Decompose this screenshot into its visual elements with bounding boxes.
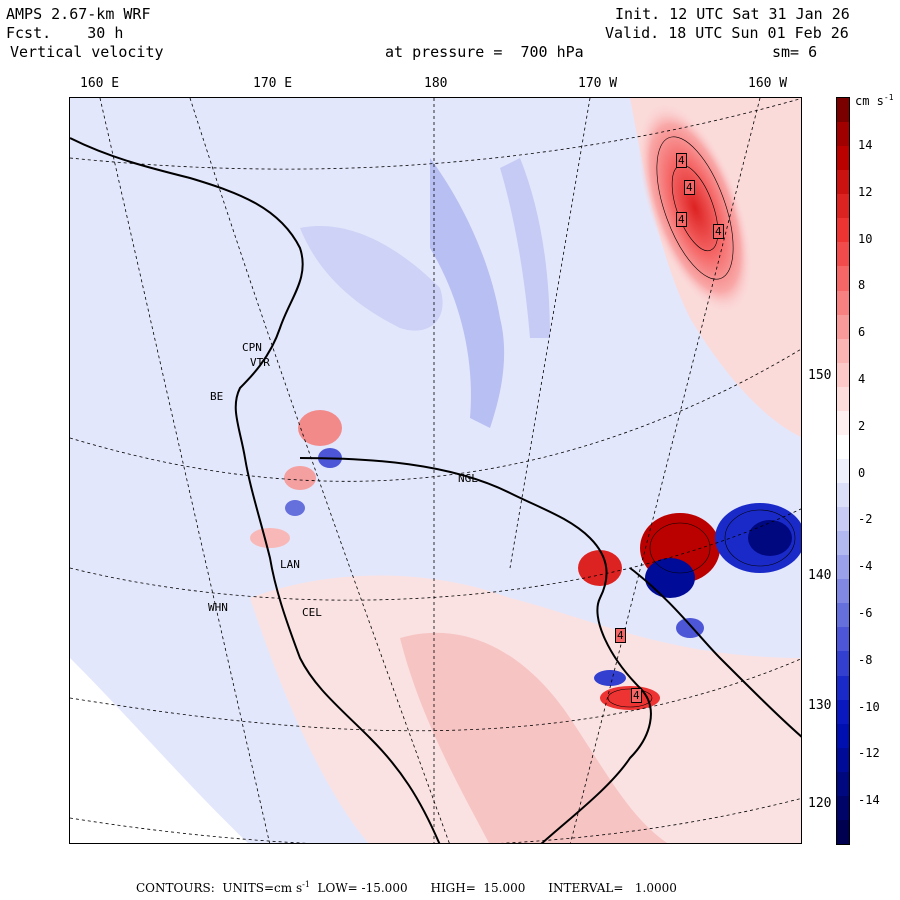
colorbar-segment [837, 146, 849, 171]
coastline [70, 137, 801, 843]
map-panel[interactable]: 4 4 4 4 4 4 CPN VTR BE NGL LAN WHN CEL [69, 97, 802, 844]
vertical-velocity-field [70, 98, 801, 843]
colorbar-tick-label: 2 [858, 418, 866, 433]
field-name: Vertical velocity [10, 43, 164, 61]
colorbar-segment [837, 507, 849, 532]
colorbar-segment [837, 218, 849, 243]
colorbar-segment [837, 98, 849, 123]
colorbar-tick-label: -12 [858, 746, 880, 761]
colorbar-segment [837, 194, 849, 219]
colorbar-segment [837, 362, 849, 388]
graticule [70, 98, 801, 843]
station-cel: CEL [302, 606, 322, 619]
station-ngl: NGL [458, 472, 478, 485]
colorbar-segment [837, 458, 849, 484]
colorbar-tick-label: 14 [858, 138, 873, 152]
colorbar-segment [837, 699, 849, 725]
colorbar-tick-label: 10 [858, 231, 873, 246]
colorbar-tick-label: 12 [858, 184, 873, 199]
colorbar-segment [837, 723, 849, 749]
lon-label: 160 W [748, 76, 788, 91]
colorbar-segment [837, 314, 849, 340]
contour-label: 4 [684, 180, 695, 195]
colorbar-tick-label: 0 [858, 465, 866, 480]
colorbar-segment [837, 627, 849, 652]
contour-label: 4 [631, 688, 642, 703]
lon-label: 160 E [80, 76, 120, 91]
lon-label: 180 [424, 76, 448, 91]
colorbar-segment [837, 531, 849, 556]
colorbar [836, 97, 850, 845]
colorbar-segment [837, 170, 849, 195]
colorbar-segment [837, 675, 849, 701]
station-cpn: CPN [242, 341, 262, 354]
smoothing: sm= 6 [772, 43, 818, 61]
colorbar-segment [837, 579, 849, 604]
colorbar-segment [837, 242, 849, 267]
colorbar-tick-label: -10 [858, 699, 880, 714]
contour-label: 4 [615, 628, 626, 643]
colorbar-tick-label: -2 [858, 512, 873, 527]
contour-label: 4 [713, 224, 724, 239]
colorbar-tick-label: 4 [858, 372, 866, 386]
contour-label: 4 [676, 153, 687, 168]
colorbar-segment [837, 555, 849, 580]
colorbar-segment [837, 651, 849, 677]
colorbar-segment [837, 122, 849, 147]
colorbar-segment [837, 266, 849, 291]
colorbar-segment [837, 483, 849, 508]
colorbar-tick-label: 8 [858, 278, 866, 293]
colorbar-segment [837, 290, 849, 316]
contour-label: 4 [676, 212, 687, 227]
colorbar-segment [837, 410, 849, 436]
model-title: AMPS 2.67-km WRF [6, 5, 151, 23]
colorbar-segment [837, 386, 849, 412]
lon-label: 170 W [578, 76, 618, 91]
colorbar-tick-label: -14 [858, 793, 880, 808]
colorbar-segment [837, 434, 849, 460]
colorbar-segment [837, 795, 849, 821]
valid-time: Valid. 18 UTC Sun 01 Feb 26 [605, 24, 849, 42]
pressure-level: at pressure = 700 hPa [385, 43, 584, 61]
station-be: BE [210, 390, 224, 403]
station-lan: LAN [280, 558, 300, 571]
station-vtr: VTR [250, 356, 270, 369]
colorbar-tick-label: -6 [858, 606, 873, 620]
colorbar-tick-label: -8 [858, 652, 873, 667]
colorbar-tick-label: 6 [858, 325, 866, 340]
colorbar-segment [837, 747, 849, 773]
colorbar-tick-label: -4 [858, 559, 873, 574]
colorbar-units: cm s-1 [855, 93, 894, 108]
lon-label: 170 E [253, 76, 293, 91]
init-time: Init. 12 UTC Sat 31 Jan 26 [615, 5, 850, 23]
station-whn: WHN [208, 601, 228, 614]
colorbar-segment [837, 338, 849, 364]
contour-info: CONTOURS: UNITS=cm s-1 LOW= -15.000 HIGH… [136, 880, 677, 895]
colorbar-segment [837, 603, 849, 628]
colorbar-segment [837, 819, 849, 845]
forecast-hour: Fcst. 30 h [6, 24, 124, 42]
colorbar-segment [837, 771, 849, 797]
